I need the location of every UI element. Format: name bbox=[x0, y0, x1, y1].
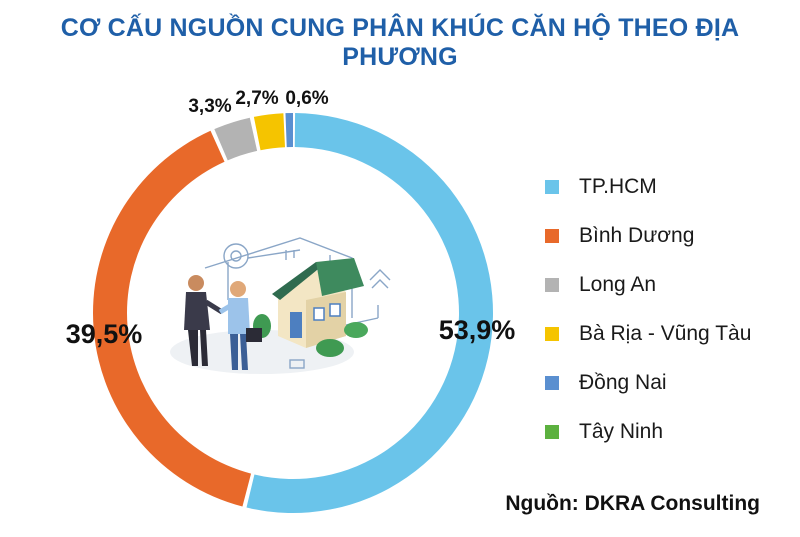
legend-swatch bbox=[545, 424, 559, 439]
legend-item: TP.HCM bbox=[545, 162, 751, 211]
value-label-1: 39,5% bbox=[66, 319, 143, 349]
house-handshake-illustration bbox=[170, 237, 391, 374]
legend-item: Tây Ninh bbox=[545, 407, 751, 456]
legend-label: Tây Ninh bbox=[579, 419, 664, 443]
legend-swatch bbox=[545, 179, 559, 194]
slice-value-labels: 53,9% 39,5% 3,3% 2,7% 0,6% bbox=[66, 88, 516, 349]
donut-slices bbox=[92, 113, 493, 514]
source-note: Nguồn: DKRA Consulting bbox=[505, 492, 760, 515]
slice--ng-nai bbox=[285, 113, 293, 148]
legend-label: Đồng Nai bbox=[579, 370, 667, 394]
slice-b-r-a-v-ng-t-u bbox=[253, 113, 286, 151]
legend-swatch bbox=[545, 228, 559, 243]
slice-long-an bbox=[214, 117, 258, 161]
legend-item: Long An bbox=[545, 260, 751, 309]
legend-label: Bà Rịa - Vũng Tàu bbox=[579, 321, 752, 345]
legend: TP.HCM Bình Dương Long An Bà Rịa - Vũng Tàu… bbox=[545, 162, 751, 456]
legend-label: TP.HCM bbox=[579, 174, 657, 198]
legend-swatch bbox=[545, 326, 559, 341]
legend-item: Đồng Nai bbox=[545, 358, 751, 407]
slice-tp-hcm bbox=[246, 113, 493, 514]
slice-b-nh-d-ng bbox=[92, 130, 252, 507]
chart-title: CƠ CẤU NGUỒN CUNG PHÂN KHÚC CĂN HỘ THEO … bbox=[60, 14, 740, 71]
legend-item: Bà Rịa - Vũng Tàu bbox=[545, 309, 751, 358]
value-label-2: 3,3% bbox=[188, 96, 231, 117]
value-label-0: 53,9% bbox=[439, 315, 516, 345]
legend-swatch bbox=[545, 277, 559, 292]
legend-item: Bình Dương bbox=[545, 211, 751, 260]
value-label-3: 2,7% bbox=[235, 88, 278, 109]
legend-label: Long An bbox=[579, 272, 657, 296]
value-label-4: 0,6% bbox=[285, 88, 328, 109]
legend-label: Bình Dương bbox=[579, 223, 695, 247]
legend-swatch bbox=[545, 375, 559, 390]
